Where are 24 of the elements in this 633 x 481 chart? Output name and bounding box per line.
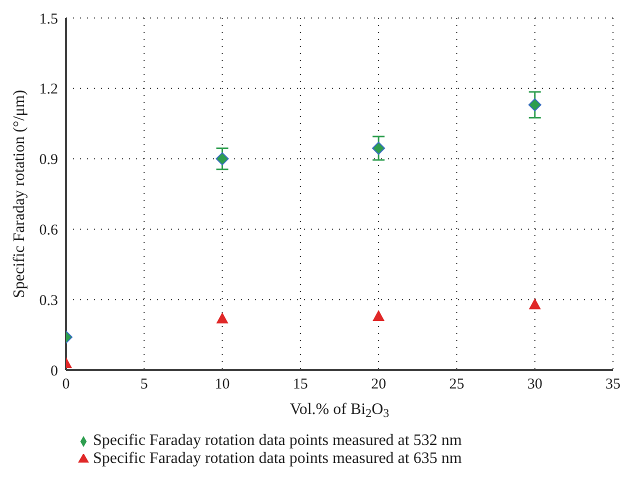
x-tick-label: 35 [606,376,620,393]
x-tick-label: 5 [140,376,148,393]
x-tick-label: 30 [527,376,542,393]
y-tick-label: 1.2 [39,82,58,98]
x-axis-title: Vol.% of Bi$_{2}$O$_{3}$ [290,401,390,420]
x-tick-label: 15 [292,376,308,393]
point [528,298,541,310]
y-tick-label: 0.9 [39,152,58,168]
y-axis-title: Specific Faraday rotation (°/μm) [11,90,28,298]
x-tick-label: 20 [371,376,386,393]
point [528,98,542,112]
y-tick-label: 0.6 [39,222,58,239]
x-tick-label: 25 [449,376,464,393]
point [372,310,385,322]
y-tick-label: 0 [50,363,58,380]
point [372,142,386,155]
legend-label: Specific Faraday rotation data points measured at 532 nm [93,432,462,449]
point [216,312,228,324]
x-tick-label: 10 [214,376,230,393]
y-tick-label: 1.5 [39,11,58,28]
y-tick-label: 0.3 [39,292,58,309]
x-tick-label: 0 [62,376,70,393]
point [216,152,229,166]
legend-label: Specific Faraday rotation data points measured at 635 nm [93,450,462,467]
